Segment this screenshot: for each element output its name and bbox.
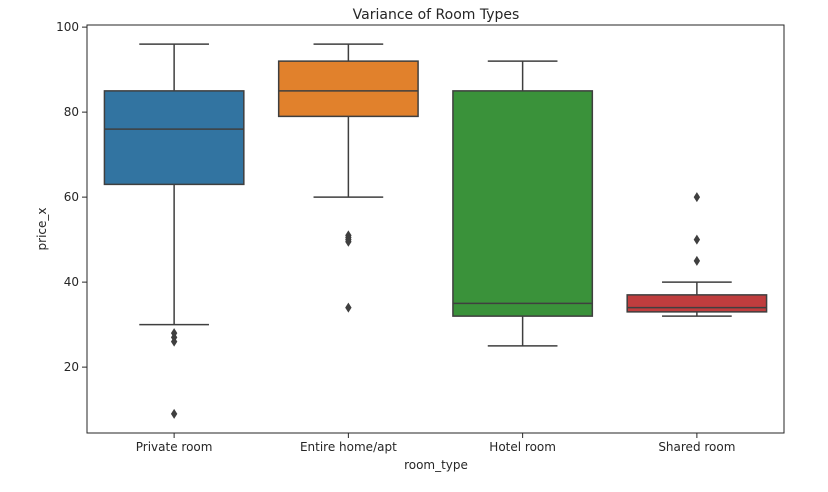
x-tick-label: Shared room <box>658 440 735 454</box>
box-group-shared-room <box>626 192 768 317</box>
box-group-hotel-room <box>452 60 594 347</box>
plot-frame <box>86 24 785 434</box>
outlier-point <box>345 236 352 247</box>
outlier-point <box>693 234 701 245</box>
outlier-point <box>170 408 178 419</box>
y-tick-label: 40 <box>64 275 79 289</box>
x-tick-label: Hotel room <box>489 440 556 454</box>
box-group-entire-home-apt <box>277 43 419 313</box>
iqr-box <box>626 294 768 313</box>
box-group-private-room <box>103 43 245 419</box>
y-tick-label: 60 <box>64 190 79 204</box>
iqr-box <box>452 90 594 317</box>
x-tick-label: Private room <box>136 440 213 454</box>
plot-area <box>103 43 768 419</box>
x-axis-label: room_type <box>404 458 468 472</box>
outlier-point <box>345 302 352 313</box>
y-tick-label: 80 <box>64 105 79 119</box>
y-axis-label: price_x <box>35 208 49 251</box>
outlier-point <box>170 336 178 347</box>
chart-title: Variance of Room Types <box>353 7 520 23</box>
x-tick-label: Entire home/apt <box>300 440 397 454</box>
iqr-box <box>277 60 419 118</box>
y-tick-label: 20 <box>64 360 79 374</box>
outlier-point <box>693 255 701 266</box>
y-tick-label: 100 <box>56 20 79 34</box>
outlier-point <box>693 192 701 203</box>
iqr-box <box>103 90 245 186</box>
